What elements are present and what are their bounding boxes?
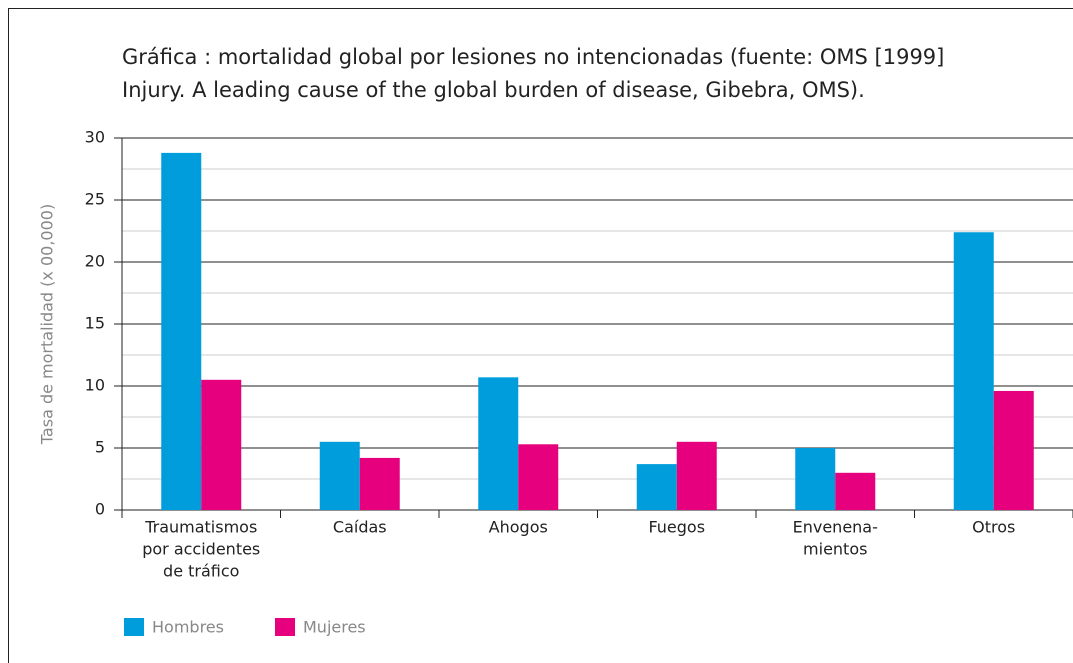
y-tick-label: 25 — [85, 190, 105, 209]
x-tick-label: Envenena- — [793, 518, 878, 537]
y-tick-label: 5 — [95, 438, 105, 457]
y-tick-label: 0 — [95, 500, 105, 519]
bar — [676, 441, 717, 510]
legend-swatch — [275, 618, 295, 636]
x-tick-label: de tráfico — [163, 562, 239, 581]
y-axis-label: Tasa de mortalidad (x 00,000) — [38, 204, 57, 445]
bar — [359, 457, 400, 510]
bar — [319, 441, 360, 510]
y-tick-label: 20 — [85, 252, 105, 271]
bar — [953, 232, 994, 511]
chart-title: Gráfica : mortalidad global por lesiones… — [122, 45, 944, 69]
x-tick-label: por accidentes — [142, 540, 260, 559]
y-tick-label: 10 — [85, 376, 105, 395]
bar — [478, 377, 519, 510]
x-tick-label: Traumatismos — [144, 518, 257, 537]
bar — [835, 472, 876, 510]
legend-label: Mujeres — [303, 618, 366, 637]
frame — [8, 8, 1073, 663]
bar — [161, 152, 202, 510]
x-tick-label: Ahogos — [489, 518, 548, 537]
bar — [993, 390, 1034, 510]
x-tick-label: Caídas — [333, 518, 387, 537]
bar — [636, 464, 677, 510]
x-tick-label: Otros — [972, 518, 1015, 537]
x-tick-label: Fuegos — [648, 518, 705, 537]
bar — [201, 379, 242, 510]
y-tick-label: 15 — [85, 314, 105, 333]
chart-title: Injury. A leading cause of the global bu… — [122, 78, 865, 102]
bar — [518, 444, 559, 510]
bar — [795, 448, 836, 510]
x-tick-label: mientos — [803, 540, 867, 559]
legend-label: Hombres — [152, 618, 224, 637]
legend-swatch — [124, 618, 144, 636]
y-tick-label: 30 — [85, 128, 105, 147]
